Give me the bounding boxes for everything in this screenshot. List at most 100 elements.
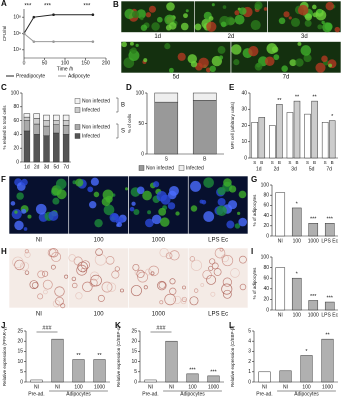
bar bbox=[165, 340, 178, 383]
y-tick-label: 0 bbox=[248, 379, 251, 385]
x-tick-label: 1000 bbox=[308, 238, 319, 244]
x-tick-label: NI bbox=[169, 384, 174, 390]
bar bbox=[300, 355, 313, 383]
cell bbox=[164, 293, 176, 306]
cell bbox=[129, 206, 135, 212]
y-tick-label: 100 bbox=[261, 254, 270, 260]
cell bbox=[130, 41, 134, 46]
x-tick-label: 100 bbox=[302, 384, 311, 390]
y-tick-label: 5 bbox=[134, 369, 137, 375]
y-tick-label: 40 bbox=[263, 213, 269, 219]
cell bbox=[165, 24, 172, 31]
cell bbox=[43, 289, 48, 295]
cell bbox=[82, 281, 93, 293]
bar-segment bbox=[43, 114, 50, 121]
cell bbox=[140, 24, 148, 31]
bar-segment bbox=[53, 132, 60, 163]
cell bbox=[189, 296, 199, 306]
x-tick-label: B bbox=[203, 156, 207, 162]
series-label: S bbox=[306, 160, 309, 165]
cell bbox=[29, 280, 39, 290]
bar-segment bbox=[53, 114, 60, 121]
cell bbox=[145, 218, 154, 228]
bar-label: *** bbox=[189, 367, 196, 373]
panel-label: A bbox=[1, 0, 7, 8]
cell bbox=[49, 248, 59, 258]
cell bbox=[206, 274, 217, 285]
panel-label: G bbox=[251, 175, 257, 184]
bar-segment bbox=[23, 130, 31, 163]
annotation: *** bbox=[83, 4, 91, 10]
x-tick-label: NI bbox=[278, 238, 283, 244]
annotation: *** bbox=[44, 4, 52, 10]
y-tick-label: 80 bbox=[263, 193, 269, 199]
group-label: Pre-ad. bbox=[142, 391, 158, 397]
y-axis-label: Relative expression (PPAR-γ) bbox=[2, 326, 7, 386]
bar bbox=[258, 117, 266, 159]
group-label: Adipocytes bbox=[66, 391, 91, 397]
y-tick-label: 2 bbox=[248, 359, 251, 365]
panel-label: F bbox=[1, 175, 6, 184]
cell bbox=[136, 269, 145, 278]
cell bbox=[278, 17, 286, 25]
cell bbox=[103, 204, 115, 216]
series-label: S bbox=[324, 160, 327, 165]
cell bbox=[130, 47, 137, 54]
bar-label: *** bbox=[327, 296, 334, 302]
y-axis-label: CFU/ml bbox=[2, 26, 7, 41]
panel-label: B bbox=[113, 0, 119, 9]
legend-label: Adipocyte bbox=[68, 73, 90, 79]
cell bbox=[206, 21, 217, 32]
y-tick-label: 20 bbox=[263, 297, 269, 303]
bar-segment bbox=[192, 92, 217, 101]
bar-segment bbox=[62, 134, 70, 163]
cell bbox=[125, 187, 129, 191]
cell bbox=[102, 189, 114, 201]
cell bbox=[52, 197, 60, 205]
panel-label: K bbox=[115, 321, 121, 330]
cell bbox=[166, 2, 175, 11]
x-tick-label: 1000 bbox=[94, 384, 105, 390]
cell bbox=[90, 177, 99, 186]
cell bbox=[223, 178, 232, 187]
bar bbox=[93, 359, 106, 383]
bar bbox=[30, 379, 43, 383]
x-tick-label: NI bbox=[278, 312, 283, 318]
annotation: *** bbox=[24, 4, 32, 10]
y-axis-label: Relative expression (C/EBP-α) bbox=[116, 325, 121, 387]
bar-label: ** bbox=[325, 333, 330, 339]
cell bbox=[189, 256, 196, 262]
legend-label: Non infected bbox=[146, 165, 174, 171]
x-tick-label: 100 bbox=[293, 238, 302, 244]
cell bbox=[234, 223, 241, 229]
caption: 1000 bbox=[152, 238, 166, 244]
cell bbox=[20, 178, 28, 186]
bar-label: *** bbox=[210, 369, 217, 375]
bar bbox=[293, 100, 301, 159]
cell bbox=[173, 295, 182, 304]
cell bbox=[297, 4, 309, 16]
bar-label: *** bbox=[310, 294, 317, 300]
cell bbox=[142, 190, 152, 201]
cell bbox=[221, 283, 233, 295]
cell bbox=[11, 208, 22, 220]
y-tick-label: 25 bbox=[17, 328, 23, 334]
bar-label: * bbox=[305, 349, 308, 355]
legend-swatch bbox=[178, 165, 185, 171]
x-tick-label: 5d bbox=[54, 164, 60, 170]
cell bbox=[177, 52, 186, 61]
y-tick-label: 15 bbox=[131, 349, 137, 355]
cell bbox=[116, 222, 123, 228]
bar-label: * bbox=[296, 201, 299, 207]
cell bbox=[208, 16, 214, 21]
bar bbox=[258, 371, 271, 383]
y-tick-label: 60 bbox=[263, 203, 269, 209]
cell bbox=[250, 19, 261, 31]
cell bbox=[94, 253, 107, 266]
bar-segment bbox=[33, 134, 40, 163]
cell bbox=[200, 283, 205, 287]
cell bbox=[254, 1, 263, 10]
cell bbox=[225, 16, 235, 26]
cell bbox=[169, 278, 176, 285]
cell bbox=[303, 54, 312, 63]
